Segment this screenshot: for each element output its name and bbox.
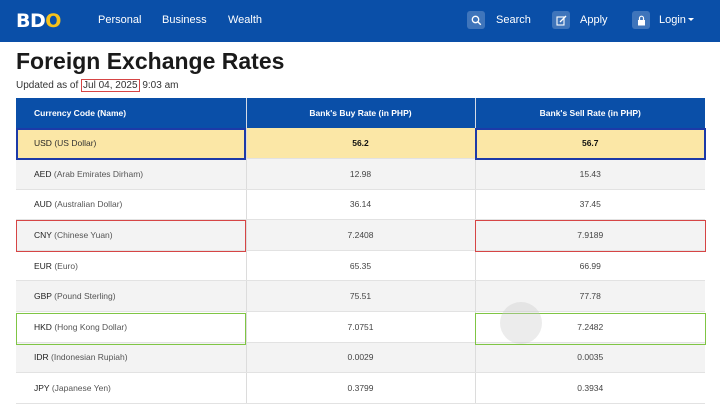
currency-cell: CNY (Chinese Yuan) bbox=[16, 219, 247, 251]
table-row-hkd: HKD (Hong Kong Dollar) 7.0751 7.2482 bbox=[16, 311, 705, 343]
currency-name: (Pound Sterling) bbox=[54, 291, 116, 302]
lock-icon[interactable] bbox=[632, 11, 650, 29]
updated-timestamp: Updated as of Jul 04, 2025 9:03 am bbox=[16, 79, 179, 92]
currency-name: (Arab Emirates Dirham) bbox=[53, 168, 144, 179]
currency-code: CNY bbox=[34, 230, 52, 241]
edit-icon[interactable] bbox=[552, 11, 570, 29]
sell-rate-cell: 7.9189 bbox=[475, 219, 705, 251]
nav-link-wealth[interactable]: Wealth bbox=[228, 14, 263, 26]
sell-rate-cell: 56.7 bbox=[475, 128, 705, 160]
currency-name: (Japanese Yen) bbox=[51, 383, 111, 394]
bdo-logo[interactable]: BDO bbox=[16, 10, 61, 32]
currency-name: (Euro) bbox=[54, 260, 78, 271]
sell-rate-cell: 0.3934 bbox=[475, 372, 705, 404]
buy-rate-cell: 0.3799 bbox=[246, 372, 476, 404]
currency-cell: GBP (Pound Sterling) bbox=[16, 280, 247, 313]
currency-code: EUR bbox=[34, 260, 52, 271]
currency-cell: USD (US Dollar) bbox=[16, 128, 247, 160]
forex-rates-table: Currency Code (Name) Bank's Buy Rate (in… bbox=[16, 98, 705, 404]
currency-cell: EUR (Euro) bbox=[16, 250, 247, 282]
buy-rate-cell: 75.51 bbox=[246, 280, 476, 313]
header-buy-rate: Bank's Buy Rate (in PHP) bbox=[246, 98, 476, 128]
sell-rate-cell: 0.0035 bbox=[475, 342, 705, 374]
sell-rate-cell: 15.43 bbox=[475, 158, 705, 190]
currency-cell: IDR (Indonesian Rupiah) bbox=[16, 342, 247, 374]
buy-rate-cell: 0.0029 bbox=[246, 342, 476, 374]
currency-name: (Indonesian Rupiah) bbox=[51, 352, 128, 363]
table-row-usd: USD (US Dollar) 56.2 56.7 bbox=[16, 128, 705, 160]
table-row-jpy: JPY (Japanese Yen) 0.3799 0.3934 bbox=[16, 372, 705, 404]
buy-rate-cell: 12.98 bbox=[246, 158, 476, 190]
currency-code: JPY bbox=[34, 383, 50, 394]
login-button[interactable]: Login bbox=[659, 14, 686, 26]
sell-rate-cell: 7.2482 bbox=[475, 311, 705, 343]
buy-rate-cell: 7.2408 bbox=[246, 219, 476, 251]
page-title: Foreign Exchange Rates bbox=[16, 48, 285, 74]
currency-cell: AED (Arab Emirates Dirham) bbox=[16, 158, 247, 190]
currency-code: AUD bbox=[34, 199, 52, 210]
header-sell-rate: Bank's Sell Rate (in PHP) bbox=[475, 98, 705, 128]
chevron-down-icon[interactable] bbox=[688, 18, 694, 21]
sell-rate-cell: 77.78 bbox=[475, 280, 705, 313]
buy-rate-cell: 7.0751 bbox=[246, 311, 476, 343]
logo-accent: O bbox=[45, 10, 61, 32]
currency-name: (Chinese Yuan) bbox=[54, 230, 113, 241]
header-currency: Currency Code (Name) bbox=[16, 98, 247, 128]
search-button[interactable]: Search bbox=[496, 14, 531, 26]
updated-prefix: Updated as of bbox=[16, 80, 82, 91]
nav-link-personal[interactable]: Personal bbox=[98, 14, 142, 26]
buy-rate-cell: 56.2 bbox=[246, 128, 476, 160]
currency-code: HKD bbox=[34, 321, 52, 332]
table-row-idr: IDR (Indonesian Rupiah) 0.0029 0.0035 bbox=[16, 342, 705, 374]
watermark-logo bbox=[500, 302, 542, 344]
currency-name: (US Dollar) bbox=[54, 138, 97, 149]
sell-rate-cell: 66.99 bbox=[475, 250, 705, 282]
sell-rate-cell: 37.45 bbox=[475, 189, 705, 221]
updated-date: Jul 04, 2025 bbox=[81, 79, 140, 92]
currency-cell: AUD (Australian Dollar) bbox=[16, 189, 247, 221]
table-row-aud: AUD (Australian Dollar) 36.14 37.45 bbox=[16, 189, 705, 221]
buy-rate-cell: 65.35 bbox=[246, 250, 476, 282]
currency-code: USD bbox=[34, 138, 52, 149]
buy-rate-cell: 36.14 bbox=[246, 189, 476, 221]
top-navbar: BDO Personal Business Wealth Search Appl… bbox=[0, 0, 720, 42]
table-row-gbp: GBP (Pound Sterling) 75.51 77.78 bbox=[16, 280, 705, 313]
updated-time: 9:03 am bbox=[139, 80, 179, 91]
currency-code: GBP bbox=[34, 291, 52, 302]
currency-code: AED bbox=[34, 168, 52, 179]
table-header-row: Currency Code (Name) Bank's Buy Rate (in… bbox=[16, 98, 705, 128]
currency-name: (Australian Dollar) bbox=[54, 199, 123, 210]
table-row-cny: CNY (Chinese Yuan) 7.2408 7.9189 bbox=[16, 219, 705, 251]
nav-link-business[interactable]: Business bbox=[162, 14, 207, 26]
apply-button[interactable]: Apply bbox=[580, 14, 608, 26]
currency-name: (Hong Kong Dollar) bbox=[54, 321, 128, 332]
logo-text: BD bbox=[16, 10, 46, 32]
currency-code: IDR bbox=[34, 352, 49, 363]
currency-cell: JPY (Japanese Yen) bbox=[16, 372, 247, 404]
table-row-eur: EUR (Euro) 65.35 66.99 bbox=[16, 250, 705, 282]
currency-cell: HKD (Hong Kong Dollar) bbox=[16, 311, 247, 343]
search-icon[interactable] bbox=[467, 11, 485, 29]
table-row-aed: AED (Arab Emirates Dirham) 12.98 15.43 bbox=[16, 158, 705, 190]
